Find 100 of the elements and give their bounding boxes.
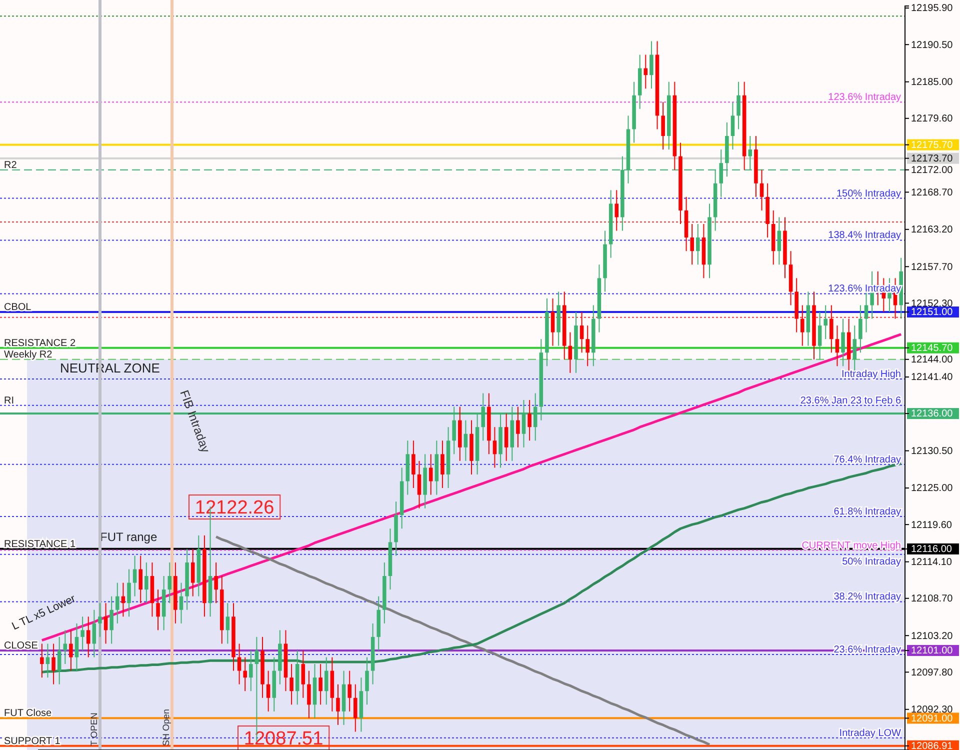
candlestick [237,643,242,685]
candlestick [156,589,160,631]
candlestick [226,602,230,644]
line-series [214,536,711,746]
candlestick [348,670,352,712]
ref-line-label: 38.2% Intraday [834,592,901,603]
candlestick [365,656,369,706]
candlestick [52,643,56,685]
candlestick [144,562,148,604]
annotation: RESISTANCE 2 [4,338,76,349]
candlestick [336,684,340,726]
candlestick [650,40,654,90]
y-tick-label: 12163.20 [911,224,954,236]
candlestick [830,304,834,354]
annotation: R2 [4,160,18,171]
y-tick-label: 12185.00 [911,77,954,88]
y-tick-label: 12136.00 [911,408,954,420]
ref-line-label: Intraday High [842,369,901,380]
candlestick [835,325,840,367]
candlestick [127,568,131,618]
y-tick-label: 12141.40 [911,372,954,384]
candlestick [841,318,845,367]
ref-line-label: 123.6% Intraday [828,92,901,104]
ref-line-label: Intraday LOW [839,728,902,739]
ref-line-label: 50% Intraday [842,556,901,568]
candlestick [586,325,590,367]
y-tick-label: 12175.70 [911,140,954,151]
y-tick-label: 12086.91 [911,741,954,750]
y-tick-label: 12179.60 [911,114,954,125]
y-tick-label: 12116.00 [911,544,952,556]
candlestick [116,582,120,624]
candlestick [777,216,782,266]
candlestick [243,656,247,692]
ref-line-label: 138.4% Intraday [828,230,901,242]
candlestick [690,223,694,266]
y-tick-label: 12119.60 [911,520,952,531]
candlestick [318,664,322,706]
candlestick [730,102,735,150]
candlestick [168,562,172,604]
ref-line-label: 76.4% Intraday [834,454,901,466]
candlestick [492,426,497,468]
candlestick [464,420,468,462]
candlestick [57,636,62,685]
y-tick-label: 12108.70 [911,594,954,605]
annotation: RESISTANCE 1 [4,538,76,550]
candlestick [736,81,740,130]
annotation: 12087.51 [244,728,324,750]
y-tick-label: 12168.70 [911,187,954,198]
y-tick-label: 12097.80 [911,667,954,678]
candlestick [63,630,68,665]
candlestick [417,460,422,509]
y-tick-label: 12101.00 [911,646,954,657]
annotation: T OPEN [89,712,99,746]
ref-line-label: 150% Intraday [836,188,901,200]
candlestick [104,602,108,644]
y-tick-label: 12151.00 [911,307,954,318]
y-tick-label: 12130.50 [911,446,954,457]
candlestick [428,454,433,496]
candlestick [696,223,700,266]
y-tick-label: 12190.50 [911,40,954,51]
y-tick-label: 12172.00 [911,165,954,176]
y-tick-label: 12195.90 [911,3,954,14]
candlestick [504,413,508,462]
candlestick [69,630,73,672]
candlestick [568,332,572,374]
candlestick [824,304,828,340]
candlestick [661,102,665,150]
y-tick-label: 12125.00 [911,483,954,494]
annotation: Weekly R2 [4,349,53,360]
candlestick [92,609,96,658]
candlestick [301,650,306,698]
annotation: CBOL [4,302,32,313]
ref-line-label: 61.8% Intraday [834,506,901,518]
candlestick [110,596,114,644]
annotation: L TL x5 Lower [10,592,78,633]
candlestick [760,169,764,211]
candlestick [528,400,532,442]
candlestick [138,555,142,604]
y-tick-label: 12145.70 [911,343,954,354]
candlestick [324,656,328,706]
candlestick [580,311,584,354]
candlestick [98,602,102,638]
candlestick [858,304,862,354]
ref-line-label: 23.6% Jan 23 to Feb 6 [800,395,902,406]
candlestick [818,311,822,360]
candlestick [74,622,79,672]
annotation: 12122.26 [194,498,274,519]
candlestick [179,582,184,624]
candlestick [412,440,416,489]
y-tick-label: 12144.00 [911,354,954,366]
annotation: SUPPORT 1 [4,736,61,747]
y-tick-label: 12091.00 [911,713,954,724]
candlestick [40,643,44,678]
candlestick [80,616,84,651]
y-tick-label: 12103.20 [911,630,954,642]
candlestick [132,555,137,597]
candlestick [190,548,195,597]
candlestick [290,664,294,706]
candlestick [307,670,311,719]
candlestick [614,190,619,232]
